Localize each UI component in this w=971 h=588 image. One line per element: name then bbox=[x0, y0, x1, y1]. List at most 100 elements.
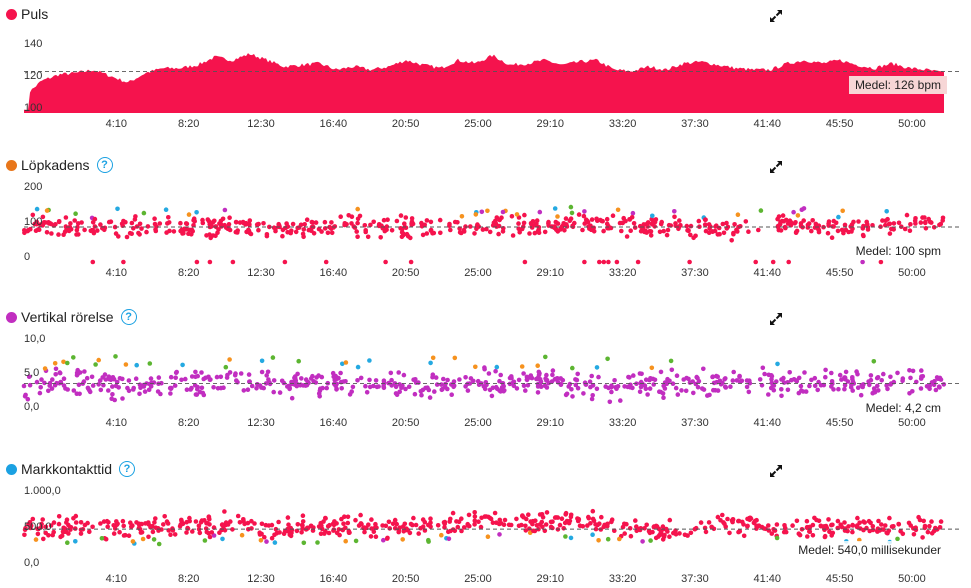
data-point bbox=[833, 220, 839, 226]
data-point bbox=[585, 219, 591, 225]
data-point bbox=[810, 533, 816, 538]
cadence-expand-icon[interactable] bbox=[768, 159, 784, 175]
data-point bbox=[44, 208, 50, 213]
data-point bbox=[871, 359, 877, 364]
data-point bbox=[447, 519, 453, 524]
data-point bbox=[568, 204, 574, 210]
data-point bbox=[28, 523, 34, 528]
data-point bbox=[727, 530, 732, 536]
pulse-expand-icon[interactable] bbox=[768, 8, 784, 24]
data-point bbox=[89, 227, 95, 233]
data-point bbox=[393, 391, 399, 396]
data-point bbox=[73, 526, 78, 531]
data-point bbox=[507, 381, 513, 387]
data-point bbox=[369, 526, 374, 531]
data-point bbox=[672, 209, 677, 214]
contact-expand-icon[interactable] bbox=[768, 463, 784, 479]
vertical-help-icon[interactable]: ? bbox=[120, 309, 137, 325]
data-point bbox=[172, 532, 178, 537]
data-point bbox=[563, 216, 569, 221]
data-point bbox=[156, 541, 162, 547]
data-point bbox=[96, 357, 101, 363]
data-point bbox=[466, 512, 472, 518]
data-point bbox=[457, 230, 463, 235]
x-tick-label: 29:10 bbox=[537, 573, 565, 585]
data-point bbox=[559, 516, 565, 521]
data-point bbox=[940, 218, 945, 223]
contact-help-icon[interactable]: ? bbox=[119, 461, 136, 477]
data-point bbox=[362, 223, 368, 228]
data-point bbox=[780, 213, 786, 218]
data-point bbox=[40, 517, 45, 522]
data-point bbox=[638, 384, 644, 390]
data-point bbox=[910, 389, 915, 394]
data-point bbox=[475, 222, 480, 227]
data-point bbox=[605, 536, 611, 542]
data-point bbox=[120, 396, 125, 401]
data-point bbox=[674, 373, 680, 378]
data-point bbox=[774, 522, 780, 527]
data-point bbox=[487, 229, 493, 235]
data-point bbox=[218, 222, 224, 227]
data-point bbox=[347, 392, 353, 397]
data-point bbox=[496, 223, 502, 229]
data-point bbox=[895, 370, 900, 376]
data-point bbox=[849, 222, 855, 227]
x-tick-label: 12:30 bbox=[247, 573, 275, 585]
data-point bbox=[822, 524, 827, 529]
data-point bbox=[200, 217, 205, 223]
data-point bbox=[509, 214, 515, 219]
data-point bbox=[771, 383, 777, 388]
data-point bbox=[774, 379, 779, 384]
data-point bbox=[38, 525, 44, 530]
data-point bbox=[322, 531, 327, 536]
data-point bbox=[516, 377, 522, 383]
data-point bbox=[390, 521, 396, 527]
data-point bbox=[935, 376, 941, 381]
data-point bbox=[770, 259, 776, 265]
data-point bbox=[409, 222, 415, 227]
data-point bbox=[168, 386, 174, 391]
data-point bbox=[493, 368, 498, 374]
data-point bbox=[343, 538, 349, 544]
data-point bbox=[703, 217, 708, 222]
data-point bbox=[33, 537, 39, 542]
x-tick-label: 16:40 bbox=[320, 573, 348, 585]
data-point bbox=[796, 390, 802, 396]
data-point bbox=[769, 531, 775, 536]
data-point bbox=[42, 366, 48, 371]
data-point bbox=[422, 222, 428, 228]
data-point bbox=[26, 374, 32, 379]
data-point bbox=[246, 372, 252, 377]
data-point bbox=[550, 368, 556, 373]
data-point bbox=[748, 516, 754, 521]
cadence-panel: Löpkadens ? 200 100 0 4:10 8:20 12:30 16:40 20:… bbox=[0, 154, 971, 284]
data-point bbox=[33, 228, 39, 233]
data-point bbox=[861, 527, 866, 533]
data-point bbox=[424, 231, 430, 236]
data-point bbox=[657, 389, 662, 394]
data-point bbox=[131, 387, 136, 392]
data-point bbox=[497, 532, 502, 537]
data-point bbox=[68, 221, 73, 226]
data-point bbox=[220, 216, 226, 222]
vertical-expand-icon[interactable] bbox=[768, 311, 784, 327]
data-point bbox=[334, 530, 340, 536]
data-point bbox=[105, 524, 110, 529]
data-point bbox=[597, 521, 602, 526]
data-point bbox=[735, 229, 740, 234]
data-point bbox=[843, 369, 849, 375]
data-point bbox=[119, 221, 125, 227]
cadence-help-icon[interactable]: ? bbox=[96, 157, 113, 173]
data-point bbox=[345, 514, 351, 520]
data-point bbox=[783, 217, 789, 223]
data-point bbox=[235, 513, 241, 519]
y-tick-label: 0,0 bbox=[24, 401, 39, 413]
data-point bbox=[317, 394, 323, 399]
data-point bbox=[386, 519, 392, 525]
data-point bbox=[609, 385, 614, 390]
data-point bbox=[208, 377, 213, 382]
data-point bbox=[627, 526, 633, 531]
data-point bbox=[400, 383, 405, 389]
data-point bbox=[99, 536, 105, 541]
